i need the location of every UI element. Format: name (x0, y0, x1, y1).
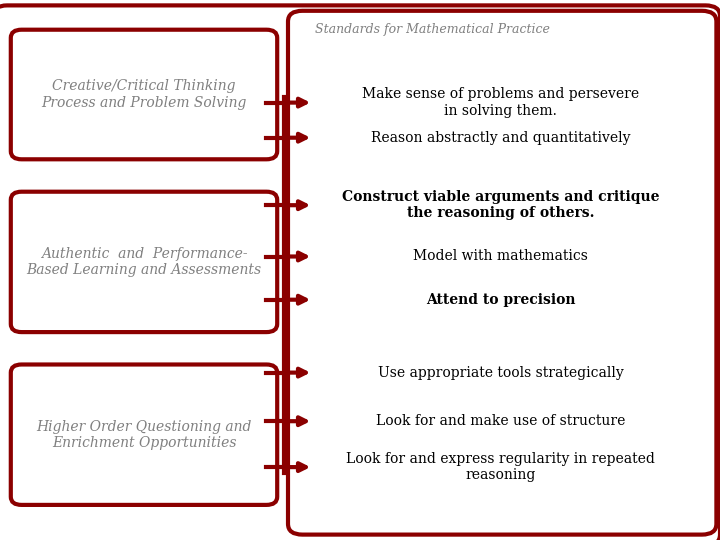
Text: Construct viable arguments and critique
the reasoning of others.: Construct viable arguments and critique … (342, 190, 659, 220)
Text: Reason abstractly and quantitatively: Reason abstractly and quantitatively (371, 131, 630, 145)
Text: Make sense of problems and persevere
in solving them.: Make sense of problems and persevere in … (362, 87, 639, 118)
Text: Use appropriate tools strategically: Use appropriate tools strategically (377, 366, 624, 380)
Text: Look for and express regularity in repeated
reasoning: Look for and express regularity in repea… (346, 452, 654, 482)
FancyBboxPatch shape (288, 11, 716, 535)
FancyBboxPatch shape (11, 364, 277, 505)
Text: Look for and make use of structure: Look for and make use of structure (376, 414, 625, 428)
Text: Model with mathematics: Model with mathematics (413, 249, 588, 264)
Text: Standards for Mathematical Practice: Standards for Mathematical Practice (315, 23, 549, 36)
Text: Authentic  and  Performance-
Based Learning and Assessments: Authentic and Performance- Based Learnin… (27, 247, 261, 277)
FancyBboxPatch shape (11, 30, 277, 159)
FancyBboxPatch shape (0, 5, 720, 540)
Text: Creative/Critical Thinking
Process and Problem Solving: Creative/Critical Thinking Process and P… (41, 79, 247, 110)
FancyBboxPatch shape (11, 192, 277, 332)
Text: Higher Order Questioning and
Enrichment Opportunities: Higher Order Questioning and Enrichment … (36, 420, 252, 450)
Text: Attend to precision: Attend to precision (426, 293, 575, 307)
